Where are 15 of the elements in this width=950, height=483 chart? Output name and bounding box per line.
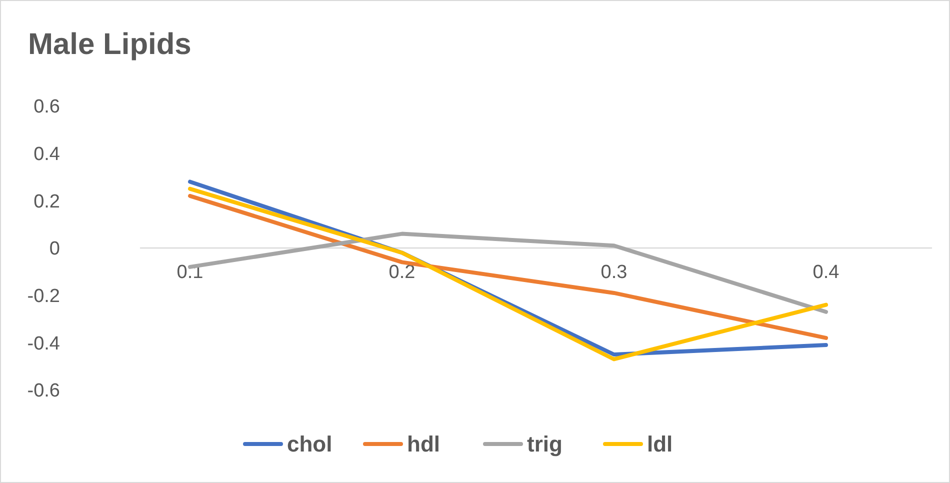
y-tick-label: 0 — [49, 238, 60, 260]
y-tick-label: -0.4 — [27, 333, 60, 354]
y-tick-label: -0.6 — [27, 380, 60, 402]
legend-label: chol — [287, 432, 332, 457]
legend-label: trig — [527, 432, 562, 457]
x-tick-label: 0.3 — [600, 262, 628, 283]
legend-label: hdl — [407, 432, 440, 457]
y-tick-label: 0.2 — [34, 191, 60, 212]
y-tick-label: -0.2 — [27, 286, 60, 307]
chart-title: Male Lipids — [28, 28, 192, 61]
y-tick-label: 0.6 — [34, 96, 60, 118]
y-tick-label: 0.4 — [34, 144, 60, 165]
legend-label: ldl — [647, 432, 673, 457]
x-tick-label: 0.4 — [812, 262, 840, 283]
x-tick-label: 0.2 — [388, 262, 416, 283]
